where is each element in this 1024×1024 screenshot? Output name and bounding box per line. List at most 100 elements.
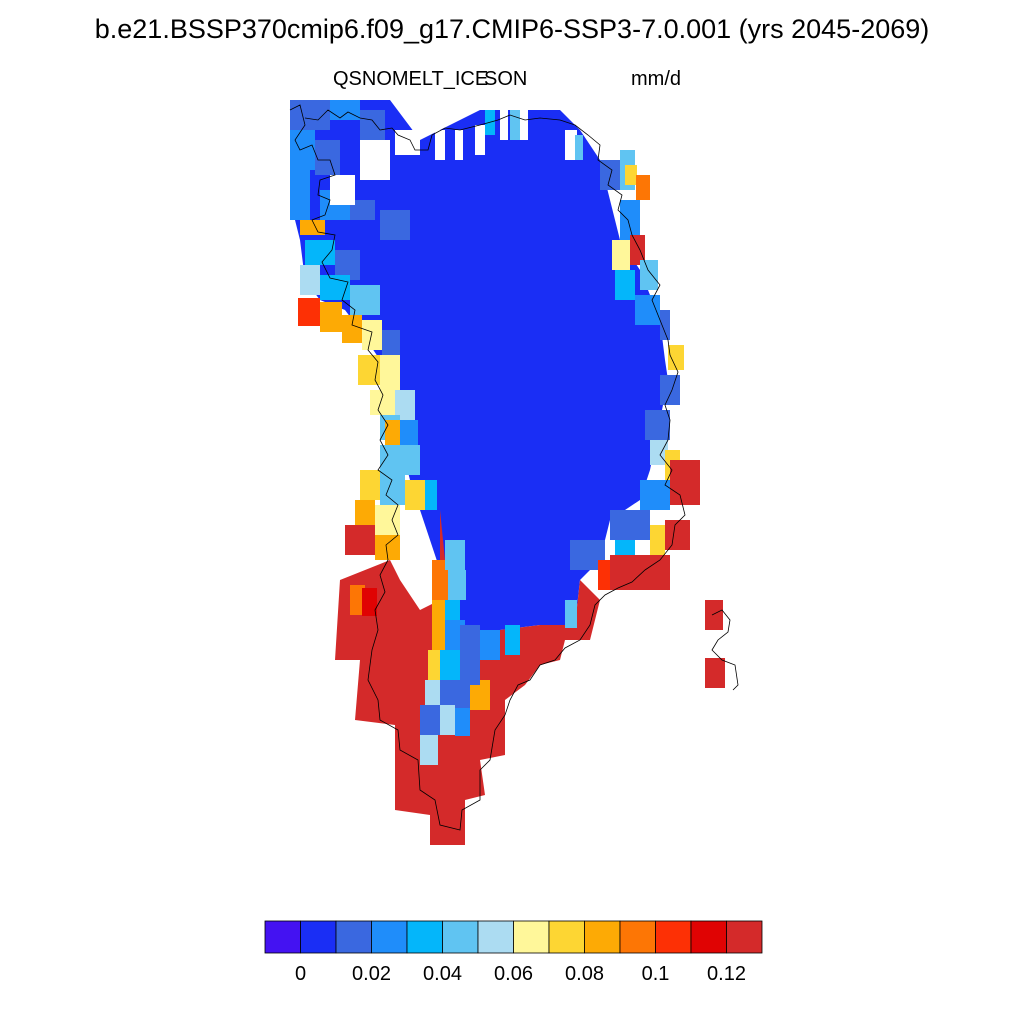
cell — [420, 735, 438, 765]
colorbar-labels: 0 0.02 0.04 0.06 0.08 0.1 0.12 — [295, 963, 746, 985]
cell — [350, 200, 375, 220]
colorbar-box — [477, 920, 514, 954]
colorbar-tick-label: 0.1 — [642, 963, 670, 985]
northwest-coast-cells — [290, 100, 437, 560]
cell — [380, 210, 410, 240]
cell — [615, 270, 635, 300]
south-coast-cells — [335, 510, 670, 845]
colorbar-tick-label: 0 — [295, 963, 306, 985]
cell — [360, 110, 385, 140]
cell — [610, 510, 650, 540]
colorbar-box — [300, 920, 337, 954]
cell — [645, 410, 670, 440]
iceland-cells — [705, 600, 725, 688]
cell — [298, 298, 320, 326]
colorbar-box — [406, 920, 443, 954]
colorbar-box — [335, 920, 372, 954]
cell — [625, 165, 637, 185]
cell — [355, 500, 375, 530]
colorbar-tick-label: 0.06 — [494, 963, 533, 985]
colorbar-box — [371, 920, 408, 954]
cell — [448, 570, 466, 600]
cell — [575, 135, 583, 160]
colorbar-boxes — [264, 920, 763, 954]
cell — [350, 585, 365, 615]
cell — [440, 705, 455, 735]
cell — [358, 355, 380, 385]
cell — [385, 420, 400, 445]
cell — [705, 658, 725, 688]
cell — [598, 560, 613, 590]
gap — [330, 175, 355, 205]
colorbar-tick-label: 0.04 — [423, 963, 462, 985]
cell — [470, 680, 490, 710]
cell — [705, 600, 723, 630]
figure-title: b.e21.BSSP370cmip6.f09_g17.CMIP6-SSP3-7.… — [94, 14, 930, 44]
cell — [668, 345, 684, 370]
units-label: mm/d — [631, 68, 681, 90]
colorbar-box — [726, 920, 763, 954]
cell — [445, 540, 465, 570]
cell — [650, 525, 665, 555]
cell — [460, 655, 480, 685]
gap — [360, 140, 390, 180]
cell — [510, 110, 520, 140]
cell — [425, 680, 440, 710]
cell — [330, 100, 360, 120]
cell — [315, 140, 340, 175]
colorbar-box — [619, 920, 656, 954]
north-white-gaps — [330, 110, 577, 205]
colorbar-box — [584, 920, 621, 954]
cell — [360, 470, 380, 500]
cell — [660, 310, 670, 340]
cell — [565, 600, 577, 628]
cell — [670, 460, 700, 505]
colorbar-tick-label: 0.12 — [707, 963, 746, 985]
cell — [636, 175, 650, 200]
cell — [395, 390, 415, 420]
cell — [400, 420, 418, 450]
season-label: SON — [484, 68, 528, 90]
cell — [382, 330, 400, 355]
cell — [480, 630, 500, 660]
cell — [640, 260, 658, 290]
colorbar-tick-label: 0.08 — [565, 963, 604, 985]
gap — [395, 130, 420, 155]
cell — [380, 355, 400, 390]
cell — [300, 265, 320, 295]
gap — [500, 110, 508, 140]
cell — [440, 650, 460, 680]
colorbar-box — [513, 920, 550, 954]
cell — [405, 480, 425, 510]
colorbar-box — [264, 920, 301, 954]
cell — [455, 708, 470, 736]
cell — [380, 445, 420, 475]
iceland-coastline — [711, 609, 739, 691]
cell — [600, 160, 620, 190]
cell — [345, 525, 375, 555]
cell — [320, 302, 342, 332]
colorbar-box — [442, 920, 479, 954]
gap — [565, 130, 577, 160]
cell — [300, 220, 325, 235]
gap — [475, 125, 485, 155]
cell — [362, 588, 377, 616]
cell — [420, 705, 440, 735]
cell — [290, 130, 315, 170]
cell — [425, 480, 437, 510]
cell — [505, 625, 520, 655]
variable-label: QSNOMELT_ICE — [333, 68, 489, 90]
cell — [610, 555, 670, 590]
gap — [455, 130, 463, 160]
cell — [630, 235, 645, 265]
cell — [362, 320, 382, 350]
coastline-path — [289, 104, 686, 831]
cell — [665, 520, 690, 550]
gap — [520, 110, 528, 140]
cell — [620, 200, 640, 240]
cell — [460, 625, 480, 655]
cell — [342, 315, 362, 343]
cell — [660, 375, 680, 405]
